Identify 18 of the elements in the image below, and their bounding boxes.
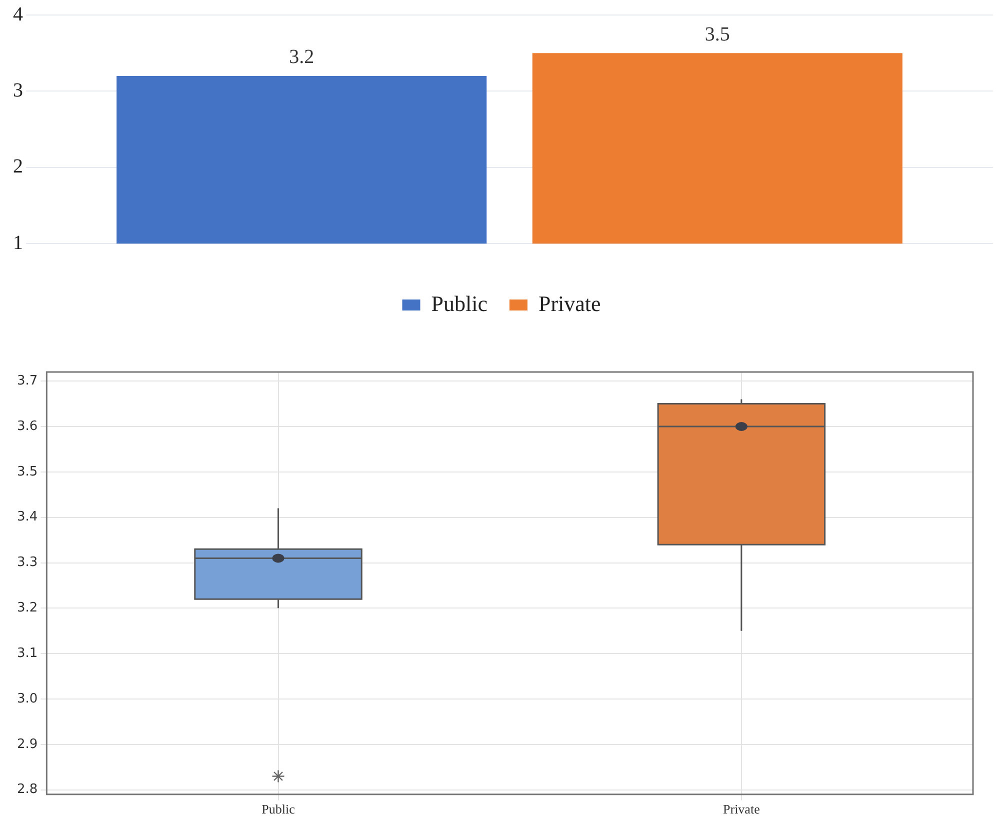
y-tick-label: 2.9 [16, 736, 38, 752]
legend-label: Public [431, 290, 488, 316]
y-tick-label: 3.6 [16, 418, 38, 434]
y-tick-label: 3.1 [16, 646, 38, 661]
y-tick-label: 3.0 [16, 691, 38, 706]
legend-label: Private [538, 290, 601, 316]
y-tick-label: 3.5 [16, 464, 38, 480]
y-tick-label: 1 [13, 232, 23, 254]
y-tick-label: 3.4 [16, 510, 38, 525]
y-tick-label: 4 [13, 3, 23, 26]
y-tick-label: 3.2 [16, 600, 38, 616]
y-tick-label: 2 [13, 156, 23, 178]
data-label: 3.5 [704, 23, 730, 46]
y-tick-label: 3 [13, 79, 23, 102]
y-tick-label: 3.7 [16, 373, 38, 388]
y-tick-label: 2.8 [16, 782, 38, 798]
y-tick-label: 3.3 [16, 555, 38, 570]
data-label: 3.2 [289, 46, 314, 68]
